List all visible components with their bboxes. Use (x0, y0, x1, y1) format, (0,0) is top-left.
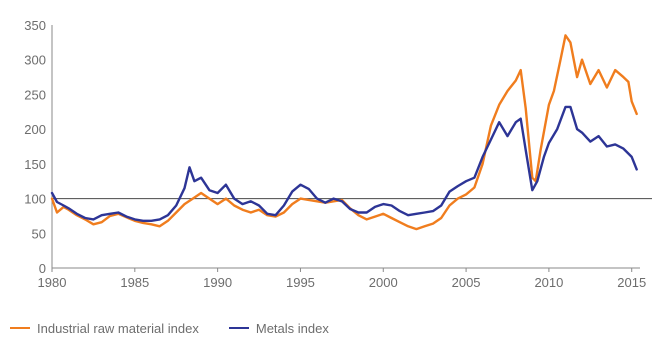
y-tick-label: 50 (32, 226, 46, 241)
x-axis-ticks (51, 268, 633, 272)
y-tick-label: 150 (24, 157, 46, 172)
legend-swatch-industrial (10, 327, 30, 329)
y-tick-label: 0 (39, 261, 46, 276)
y-tick-label: 250 (24, 87, 46, 102)
x-tick-label: 1995 (286, 275, 315, 290)
y-tick-label: 200 (24, 122, 46, 137)
x-tick-label: 2010 (534, 275, 563, 290)
series-layer (50, 34, 638, 231)
series-line-industrial-raw-material (50, 34, 638, 231)
series-line-metals (50, 105, 638, 222)
legend-swatch-metals (228, 327, 249, 329)
x-tick-label: 1980 (38, 275, 67, 290)
legend-label-industrial: Industrial raw material index (37, 320, 199, 336)
y-axis-labels: 0 50 100 150 200 250 300 350 (24, 18, 46, 276)
legend: Industrial raw material index Metals ind… (10, 318, 359, 338)
x-tick-label: 2015 (617, 275, 646, 290)
x-axis-labels: 1980 1985 1990 1995 2000 2005 2010 2015 (38, 275, 647, 290)
legend-label-metals: Metals index (255, 320, 329, 336)
x-tick-label: 2000 (369, 275, 398, 290)
y-tick-label: 100 (24, 192, 46, 207)
x-tick-label: 2005 (452, 275, 481, 290)
legend-item-industrial: Industrial raw material index (10, 321, 199, 336)
x-tick-label: 1985 (120, 275, 149, 290)
x-tick-label: 1990 (203, 275, 232, 290)
y-tick-label: 300 (24, 53, 46, 68)
y-tick-label: 350 (24, 18, 46, 33)
legend-item-metals: Metals index (228, 320, 329, 336)
